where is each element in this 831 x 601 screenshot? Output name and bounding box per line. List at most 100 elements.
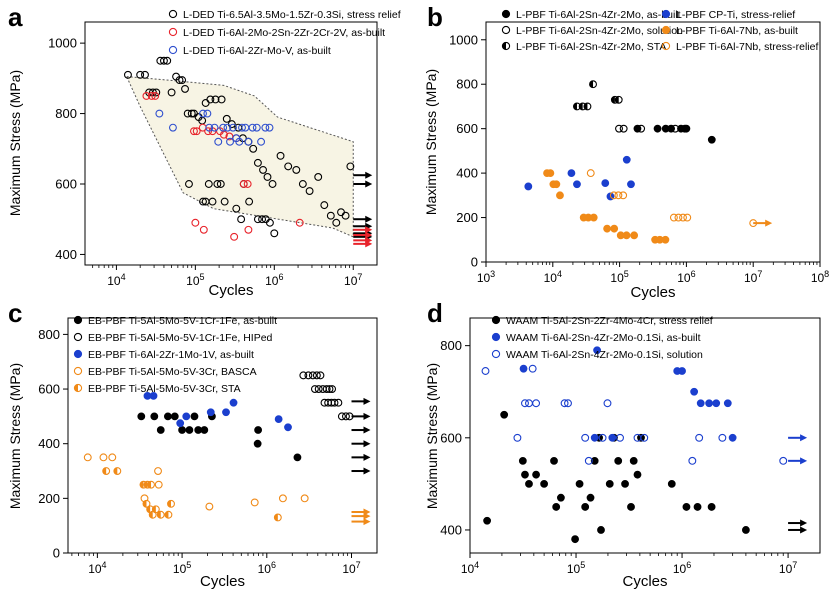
x-tick-label-c-3: 107 <box>342 560 360 576</box>
runout-arrow-d-1 <box>788 457 808 465</box>
data-point-a-0-33 <box>276 151 285 160</box>
data-point-d-2-7 <box>564 399 572 408</box>
data-point-a-1-18 <box>295 218 304 227</box>
y-tick-label-d-2: 800 <box>440 338 462 353</box>
data-point-b-4-11 <box>622 231 631 240</box>
data-point-a-0-36 <box>298 180 307 188</box>
data-point-a-2-10 <box>229 123 237 132</box>
data-point-c-3-5 <box>154 480 163 489</box>
data-point-b-2-0-half <box>573 103 577 110</box>
legend-marker-d-0 <box>491 315 501 325</box>
legend-label-c-4: EB-PBF Ti-5Al-5Mo-5V-3Cr, STA <box>88 383 241 395</box>
legend-marker-b-2-half <box>502 42 506 50</box>
data-point-a-2-2 <box>199 109 207 118</box>
data-point-c-4-5-half <box>143 500 147 508</box>
x-tick-label-b-5: 108 <box>811 269 829 285</box>
runout-arrow-c-8-head <box>363 518 371 526</box>
data-point-c-2-8 <box>284 423 292 432</box>
data-point-a-0-1 <box>136 70 145 79</box>
data-point-d-0-4 <box>525 479 533 488</box>
data-point-b-2-5 <box>614 95 623 104</box>
data-point-c-4-5 <box>142 499 151 508</box>
data-point-c-4-9-half <box>157 511 161 519</box>
data-point-a-0-13 <box>181 84 189 93</box>
data-point-d-0-0 <box>483 516 492 525</box>
data-point-a-0-30 <box>259 165 267 174</box>
data-point-c-2-3 <box>182 412 191 421</box>
plot-frame-d <box>469 317 821 554</box>
runout-arrow-a-2 <box>353 215 373 223</box>
runout-arrow-a-7 <box>353 231 373 239</box>
data-point-a-1-12 <box>239 180 248 188</box>
data-point-d-1-6 <box>690 387 699 396</box>
runout-arrow-a-2-head <box>365 215 373 223</box>
legend-marker-b-5 <box>661 41 671 51</box>
legend-marker-d-2 <box>491 349 501 359</box>
data-point-d-0-5 <box>532 470 540 479</box>
data-point-a-0-22 <box>217 95 226 104</box>
legend-label-a-0: L-DED Ti-6.5Al-3.5Mo-1.5Zr-0.3Si, stress… <box>183 9 401 21</box>
data-point-b-2-2 <box>583 102 592 111</box>
legend-marker-a-0 <box>168 9 178 19</box>
y-tick-label-a-2: 800 <box>55 106 77 121</box>
data-point-b-4-15 <box>661 235 670 244</box>
data-point-d-0-17 <box>605 479 614 488</box>
data-point-c-4-4-half <box>147 481 152 489</box>
data-point-b-5-4 <box>669 213 678 222</box>
runout-arrow-a-0 <box>353 171 373 179</box>
data-point-b-3-1 <box>567 169 576 178</box>
runout-arrow-c-1 <box>351 412 371 420</box>
data-point-a-1-0 <box>142 92 151 100</box>
data-point-c-0-4 <box>170 412 179 421</box>
panel-d: d 400 600 800 104 105 106 107 Cycles Maximum Stre… <box>424 298 821 590</box>
data-point-d-0-6 <box>540 479 549 488</box>
runout-arrow-a-7-head <box>365 231 373 239</box>
series-d-2 <box>481 364 788 465</box>
panel-b: b 0 200 400 600 800 1000 103 104 105 106 107 108 Cycl… <box>423 2 829 301</box>
x-tick-label-b-1: 104 <box>544 269 562 285</box>
x-tick-label-d-3: 107 <box>779 560 797 576</box>
data-point-a-0-46 <box>199 197 207 206</box>
data-point-a-0-51 <box>216 180 225 188</box>
data-point-c-3-2 <box>108 453 117 462</box>
runout-arrow-d-1-head <box>800 457 808 465</box>
legend-marker-c-0 <box>73 315 83 325</box>
data-point-c-0-13 <box>293 453 302 462</box>
runout-arrow-c-6 <box>351 508 371 516</box>
data-point-d-0-21 <box>627 503 635 511</box>
data-point-c-4-1 <box>113 467 122 475</box>
data-point-a-0-58 <box>258 215 267 224</box>
legend-a: L-DED Ti-6.5Al-3.5Mo-1.5Zr-0.3Si, stress… <box>168 9 401 57</box>
legend-label-b-3: L-PBF CP-Ti, stress-relief <box>676 9 795 21</box>
y-tick-label-a-0: 400 <box>55 247 77 262</box>
data-point-a-1-17 <box>244 225 253 234</box>
data-point-c-1-16 <box>337 412 346 421</box>
runout-arrow-c-4-head <box>363 453 371 461</box>
data-point-c-1-10 <box>328 385 337 393</box>
data-point-a-2-9 <box>226 137 234 146</box>
data-point-c-4-8 <box>151 505 160 514</box>
runout-arrow-c-2-head <box>363 426 371 434</box>
data-point-c-1-15 <box>334 398 343 407</box>
data-point-c-4-3-half <box>144 481 148 489</box>
runout-arrow-c-0 <box>351 397 371 405</box>
data-point-b-0-3 <box>667 124 675 133</box>
y-tick-label-c-1: 200 <box>38 491 60 506</box>
data-point-b-3-3 <box>601 179 610 188</box>
y-tick-label-a-3: 1000 <box>48 36 77 51</box>
runout-arrow-c-8 <box>351 518 371 526</box>
data-point-b-5-5 <box>674 213 683 222</box>
x-tick-label-d-0: 104 <box>461 560 479 576</box>
series-a-2 <box>155 109 274 146</box>
data-point-c-1-9 <box>325 385 334 393</box>
data-point-c-0-6 <box>185 426 194 434</box>
data-point-c-1-2 <box>308 371 317 380</box>
legend-marker-c-2 <box>73 349 83 359</box>
data-point-d-0-3 <box>521 470 529 479</box>
data-point-d-1-11 <box>728 433 737 442</box>
data-point-b-1-1 <box>619 124 628 133</box>
data-point-c-2-7 <box>274 415 283 424</box>
data-point-a-1-4 <box>192 127 201 136</box>
data-point-d-2-9 <box>584 456 593 465</box>
x-axis-title-d: Cycles <box>622 573 667 590</box>
